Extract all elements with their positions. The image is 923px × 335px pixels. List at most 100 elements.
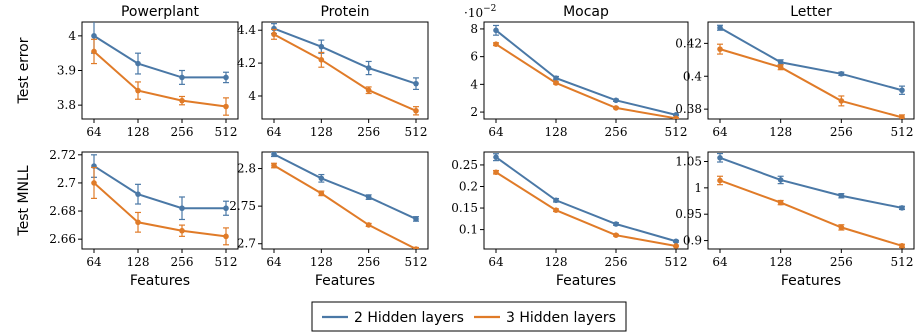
y-tick-label: 0.4 — [683, 69, 702, 83]
y-tick-label: 2 — [470, 105, 478, 119]
x-tick-label: 256 — [605, 255, 628, 269]
series-line-3-hidden-layers — [719, 179, 903, 247]
series-group — [717, 24, 905, 119]
y-tick-label: 2.68 — [49, 204, 76, 218]
x-axis-label: Features — [556, 273, 616, 289]
data-point — [493, 27, 499, 34]
x-tick-label: 512 — [665, 255, 688, 269]
series-group — [271, 152, 419, 249]
data-point — [613, 221, 619, 227]
y-axis-label: Test MNLL — [16, 165, 32, 236]
data-point — [613, 97, 619, 104]
y-tick-label: 2.72 — [49, 148, 76, 162]
data-point — [838, 70, 845, 77]
series-group — [91, 154, 229, 246]
data-point — [717, 24, 723, 31]
data-point — [838, 192, 845, 199]
y-tick-label: 0.9 — [683, 234, 702, 248]
x-tick-label: 256 — [171, 255, 194, 269]
series-line-3-hidden-layers — [495, 43, 677, 119]
x-tick-label: 128 — [310, 125, 333, 139]
series-group — [493, 24, 679, 119]
x-tick-label: 512 — [215, 255, 238, 269]
series-group — [493, 153, 679, 249]
series-line-2-hidden-layers — [93, 165, 226, 210]
x-tick-label: 512 — [215, 125, 238, 139]
y-tick-label: 4 — [470, 77, 478, 91]
series-line-3-hidden-layers — [93, 182, 227, 238]
data-point — [365, 87, 372, 94]
x-tick-label: 128 — [545, 125, 568, 139]
panel-5: 2.7 2.75 2.8 64 128 256 512 Features — [229, 151, 429, 289]
data-point — [493, 154, 499, 160]
x-tick-label: 512 — [405, 255, 428, 269]
x-tick-label: 256 — [830, 255, 853, 269]
data-point — [673, 243, 679, 249]
data-point — [553, 197, 559, 204]
series-line-3-hidden-layers — [93, 50, 227, 108]
data-point — [135, 60, 141, 67]
data-point — [838, 98, 845, 104]
y-tick-label: 2.7 — [237, 237, 256, 251]
y-tick-label: 0.1 — [459, 223, 478, 237]
y-tick-label: 0.25 — [451, 158, 478, 172]
x-tick-label: 256 — [830, 125, 853, 139]
panel-title: Mocap — [563, 4, 609, 20]
data-point — [413, 107, 419, 114]
y-scale-label: ·10−2 — [464, 4, 496, 20]
x-axis-label: Features — [315, 273, 375, 289]
y-tick-label: 4 — [248, 89, 256, 103]
data-point — [899, 114, 905, 119]
data-point — [899, 243, 905, 249]
x-tick-label: 128 — [310, 255, 333, 269]
y-tick-label: 2.66 — [49, 232, 76, 246]
data-point — [223, 74, 229, 81]
series-line-3-hidden-layers — [273, 164, 417, 249]
data-point — [318, 190, 325, 197]
data-point — [673, 115, 679, 119]
y-tick-label: 0.42 — [675, 36, 702, 50]
panel-title: Protein — [320, 4, 369, 20]
panel-4: 2.66 2.68 2.7 2.72 64 128 256 512 Test MNLL Featu… — [16, 148, 239, 289]
x-tick-label: 128 — [545, 255, 568, 269]
x-tick-label: 256 — [605, 125, 628, 139]
panel-frame — [261, 151, 429, 250]
series-line-2-hidden-layers — [495, 29, 677, 116]
series-line-3-hidden-layers — [719, 48, 903, 119]
data-point — [318, 43, 325, 50]
data-point — [271, 152, 277, 158]
y-tick-label: 4.4 — [237, 23, 256, 37]
series-group — [91, 22, 229, 116]
data-point — [717, 46, 723, 52]
y-tick-label: 2.7 — [57, 176, 76, 190]
data-point — [553, 80, 559, 86]
legend: 2 Hidden layers 3 Hidden layers — [311, 301, 627, 332]
data-point — [179, 97, 185, 104]
data-point — [91, 33, 97, 39]
x-tick-label: 64 — [488, 125, 504, 139]
data-point — [318, 175, 325, 182]
x-tick-label: 64 — [266, 255, 282, 269]
series-line-2-hidden-layers — [495, 156, 677, 243]
x-tick-label: 512 — [665, 125, 688, 139]
y-axis-label: Test error — [16, 37, 32, 104]
y-tick-label: 4 — [68, 29, 76, 43]
series-line-2-hidden-layers — [719, 26, 903, 92]
data-point — [271, 31, 277, 38]
y-tick-label: 3.9 — [57, 64, 76, 78]
panel-frame — [261, 21, 429, 120]
data-point — [777, 199, 784, 206]
data-point — [838, 224, 845, 231]
y-tick-label: 4.2 — [237, 56, 256, 70]
legend-label: 2 Hidden layers — [354, 310, 464, 326]
x-tick-label: 128 — [127, 125, 150, 139]
data-point — [413, 216, 419, 222]
y-tick-label: 2.75 — [229, 199, 256, 213]
legend-frame — [311, 301, 627, 332]
x-axis-label: Features — [130, 273, 190, 289]
panel-6: 0.1 0.15 0.2 0.25 64 128 256 512 Features — [451, 151, 689, 289]
x-tick-label: 512 — [891, 125, 914, 139]
data-point — [413, 246, 419, 249]
data-point — [613, 105, 619, 111]
